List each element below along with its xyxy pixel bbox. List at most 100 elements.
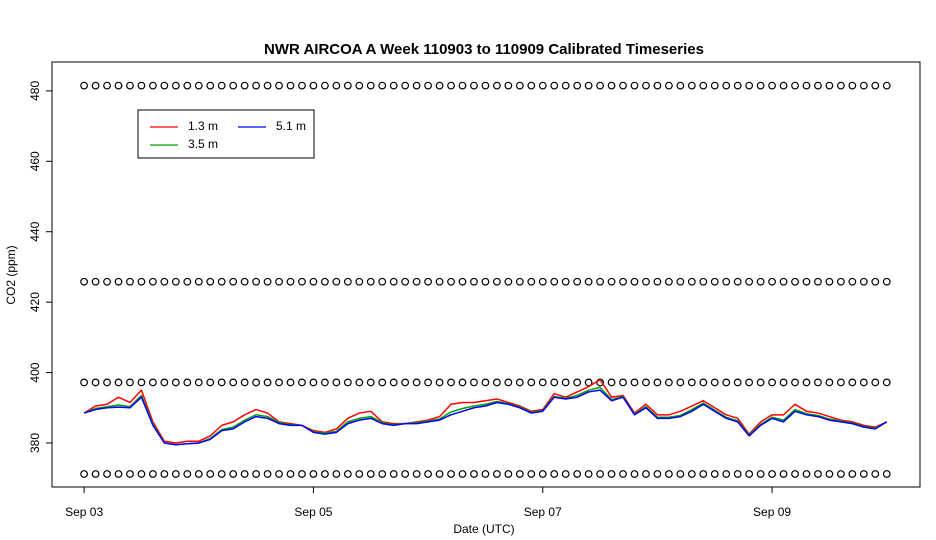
reference-point [859, 470, 868, 478]
reference-point [206, 81, 215, 90]
reference-point [103, 277, 111, 286]
reference-point [848, 378, 857, 387]
series-line [83, 378, 888, 444]
reference-point [745, 470, 754, 478]
reference-point [573, 378, 582, 387]
reference-point [332, 277, 341, 286]
reference-point [447, 277, 455, 286]
reference-point [515, 378, 524, 387]
reference-point [848, 277, 857, 286]
reference-point [229, 470, 238, 478]
reference-point [194, 81, 203, 90]
x-tick-label: Sep 09 [753, 505, 791, 519]
reference-point [114, 277, 123, 286]
reference-point [492, 277, 501, 286]
reference-point [836, 81, 845, 90]
reference-point [584, 470, 593, 478]
reference-point [378, 81, 387, 90]
reference-point [458, 470, 467, 478]
reference-point [733, 378, 742, 387]
reference-point [699, 470, 708, 478]
reference-point [378, 470, 387, 478]
x-tick-label: Sep 07 [524, 505, 562, 519]
reference-point [802, 81, 811, 90]
reference-point [275, 277, 283, 286]
reference-point [217, 277, 226, 286]
reference-point [768, 470, 776, 478]
reference-point [114, 470, 123, 478]
reference-point [206, 470, 215, 478]
reference-point [756, 470, 765, 478]
reference-point [320, 277, 329, 286]
reference-point [309, 277, 318, 286]
reference-point [309, 470, 318, 478]
y-tick-label: 480 [28, 81, 42, 101]
reference-point [412, 378, 421, 387]
reference-point [171, 277, 180, 286]
reference-point [515, 81, 524, 90]
reference-point [676, 378, 685, 387]
reference-point [504, 277, 513, 286]
reference-point [745, 277, 754, 286]
reference-point [699, 378, 708, 387]
reference-point [848, 470, 857, 478]
reference-point [561, 277, 570, 286]
y-tick-label: 440 [28, 221, 42, 241]
reference-point [343, 470, 352, 478]
reference-point [768, 378, 776, 387]
reference-point [836, 277, 845, 286]
reference-point [756, 277, 765, 286]
reference-point [240, 378, 249, 387]
reference-point [882, 81, 891, 90]
reference-point [722, 277, 731, 286]
reference-point [687, 470, 696, 478]
reference-point [470, 378, 478, 387]
reference-point [424, 378, 432, 387]
reference-point [470, 277, 478, 286]
reference-point [814, 81, 822, 90]
reference-point [619, 470, 627, 478]
reference-point [584, 277, 593, 286]
reference-point [527, 81, 536, 90]
reference-point [240, 277, 249, 286]
reference-point [802, 378, 811, 387]
reference-point [286, 277, 295, 286]
reference-point [722, 470, 731, 478]
reference-point [194, 277, 203, 286]
reference-point [664, 470, 673, 478]
y-tick-label: 400 [28, 362, 42, 382]
reference-point [596, 81, 604, 90]
reference-point [126, 470, 134, 478]
reference-point [217, 470, 226, 478]
reference-point [80, 378, 89, 387]
reference-point [103, 81, 111, 90]
reference-point [561, 470, 570, 478]
reference-point [435, 378, 444, 387]
reference-point [664, 81, 673, 90]
y-tick-label: 460 [28, 151, 42, 171]
reference-point [768, 81, 776, 90]
reference-point [733, 470, 742, 478]
reference-point [91, 378, 100, 387]
reference-point [492, 470, 501, 478]
reference-point [160, 470, 169, 478]
reference-point [263, 378, 272, 387]
plot-frame [51, 61, 921, 488]
reference-point [687, 81, 696, 90]
reference-point [298, 470, 306, 478]
reference-point [710, 277, 719, 286]
reference-point [882, 470, 891, 478]
reference-point [538, 277, 547, 286]
reference-point [619, 277, 627, 286]
reference-point [355, 378, 364, 387]
reference-point [756, 81, 765, 90]
reference-point [882, 277, 891, 286]
reference-point [814, 378, 822, 387]
reference-point [779, 378, 788, 387]
reference-point [252, 470, 261, 478]
reference-point [412, 81, 421, 90]
reference-point [596, 470, 604, 478]
reference-point [366, 470, 375, 478]
reference-point [664, 378, 673, 387]
